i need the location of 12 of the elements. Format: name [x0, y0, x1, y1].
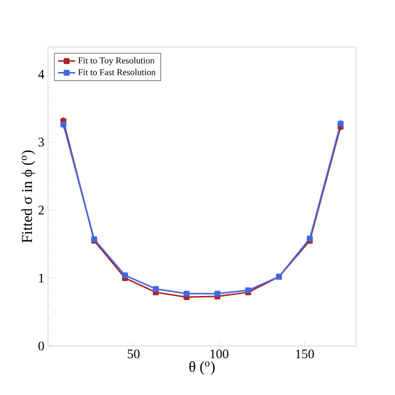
y-tick-label: 1: [39, 274, 44, 282]
x-tick-label: 150: [296, 350, 314, 358]
x-axis-title: θ ($^{o}$): [189, 361, 215, 375]
x-tick-label: 50: [128, 350, 140, 358]
x-tick-label: 100: [210, 350, 228, 358]
legend-label: Fit to Fast Resolution: [78, 68, 156, 76]
y-axis-title: Fitted σ in ϕ ($^{o}$): [22, 150, 36, 243]
legend-label: Fit to Toy Resolution: [78, 57, 154, 66]
y-tick-label: 3: [38, 138, 44, 146]
y-tick-label: 0: [38, 342, 44, 350]
y-tick-label: 4: [38, 70, 44, 78]
y-tick-label: 2: [38, 206, 44, 214]
